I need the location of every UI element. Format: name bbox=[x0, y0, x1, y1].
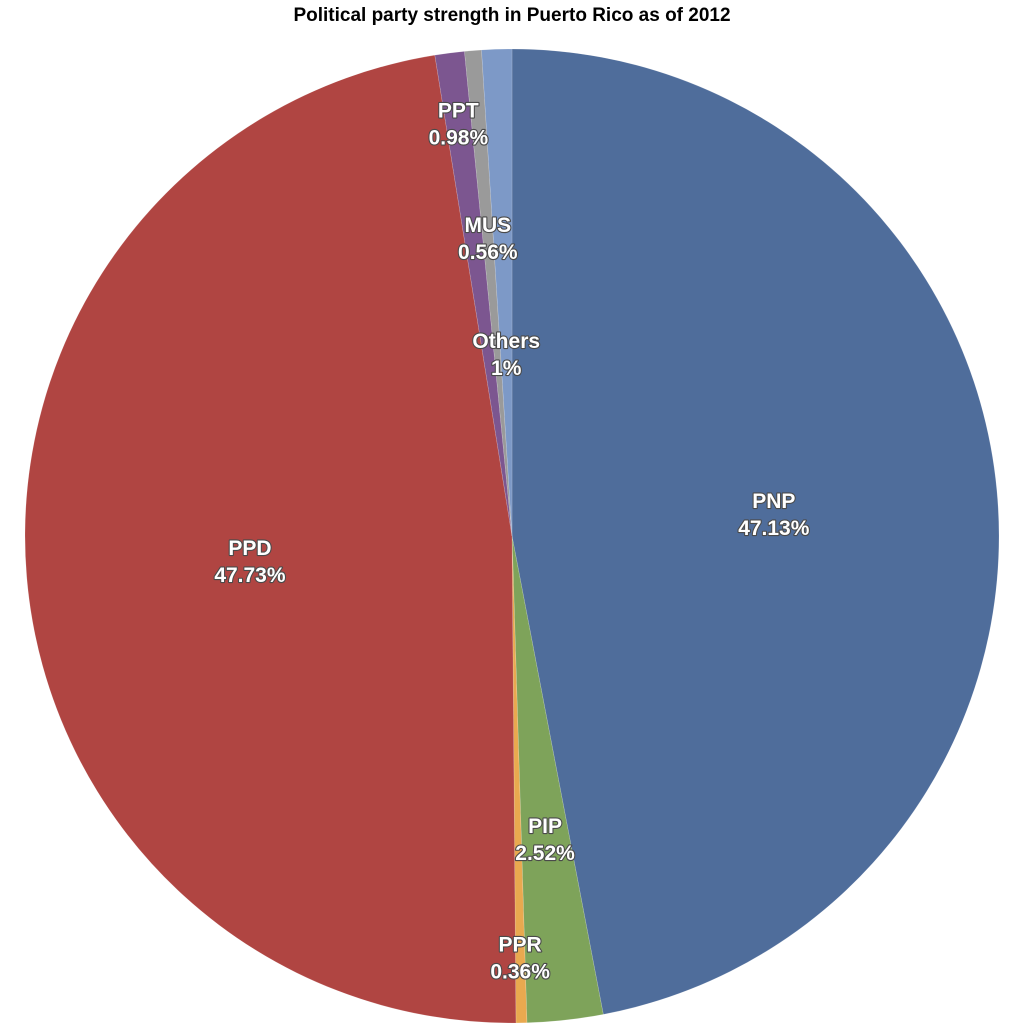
slice-label-ppt: PPT 0.98% bbox=[427, 99, 489, 151]
pie-slice-ppd bbox=[24, 54, 517, 1024]
slice-value-ppt: 0.98% bbox=[429, 127, 489, 150]
slice-name-pip: PIP bbox=[528, 815, 562, 838]
pie-slice-others bbox=[481, 48, 513, 537]
slice-label-pnp: PNP 47.13% bbox=[737, 489, 811, 541]
slice-value-ppr: 0.36% bbox=[490, 961, 550, 984]
slice-name-ppd: PPD bbox=[228, 537, 271, 560]
pie-slice-pip bbox=[511, 535, 604, 1024]
slice-label-pip: PIP 2.52% bbox=[514, 814, 576, 866]
slice-name-mus: MUS bbox=[464, 214, 511, 237]
slice-value-pnp: 47.13% bbox=[738, 517, 810, 540]
pie-slice-mus bbox=[464, 49, 513, 537]
slice-label-ppr: PPR 0.36% bbox=[489, 933, 551, 985]
labels-layer: PNP 47.13% PIP 2.52% PPR 0.36% PPD 47.73% PPT 0.9… bbox=[213, 99, 811, 985]
slice-label-mus: MUS 0.56% bbox=[457, 213, 519, 265]
pie-slice-ppr bbox=[511, 535, 528, 1024]
slices-layer bbox=[24, 48, 1000, 1024]
slice-name-others: Others bbox=[472, 330, 540, 353]
slice-label-others: Others 1% bbox=[471, 329, 541, 381]
slice-name-pnp: PNP bbox=[752, 490, 795, 513]
pie-slice-pnp bbox=[511, 48, 1000, 1015]
slice-name-ppr: PPR bbox=[499, 934, 542, 957]
slice-value-others: 1% bbox=[491, 357, 522, 380]
slice-value-mus: 0.56% bbox=[458, 241, 518, 264]
slice-name-ppt: PPT bbox=[438, 100, 479, 123]
slice-value-pip: 2.52% bbox=[515, 842, 575, 865]
slice-label-ppd: PPD 47.73% bbox=[213, 536, 287, 588]
chart-title: Political party strength in Puerto Rico … bbox=[293, 5, 731, 26]
slice-value-ppd: 47.73% bbox=[214, 564, 286, 587]
pie-slice-ppt bbox=[434, 50, 513, 537]
